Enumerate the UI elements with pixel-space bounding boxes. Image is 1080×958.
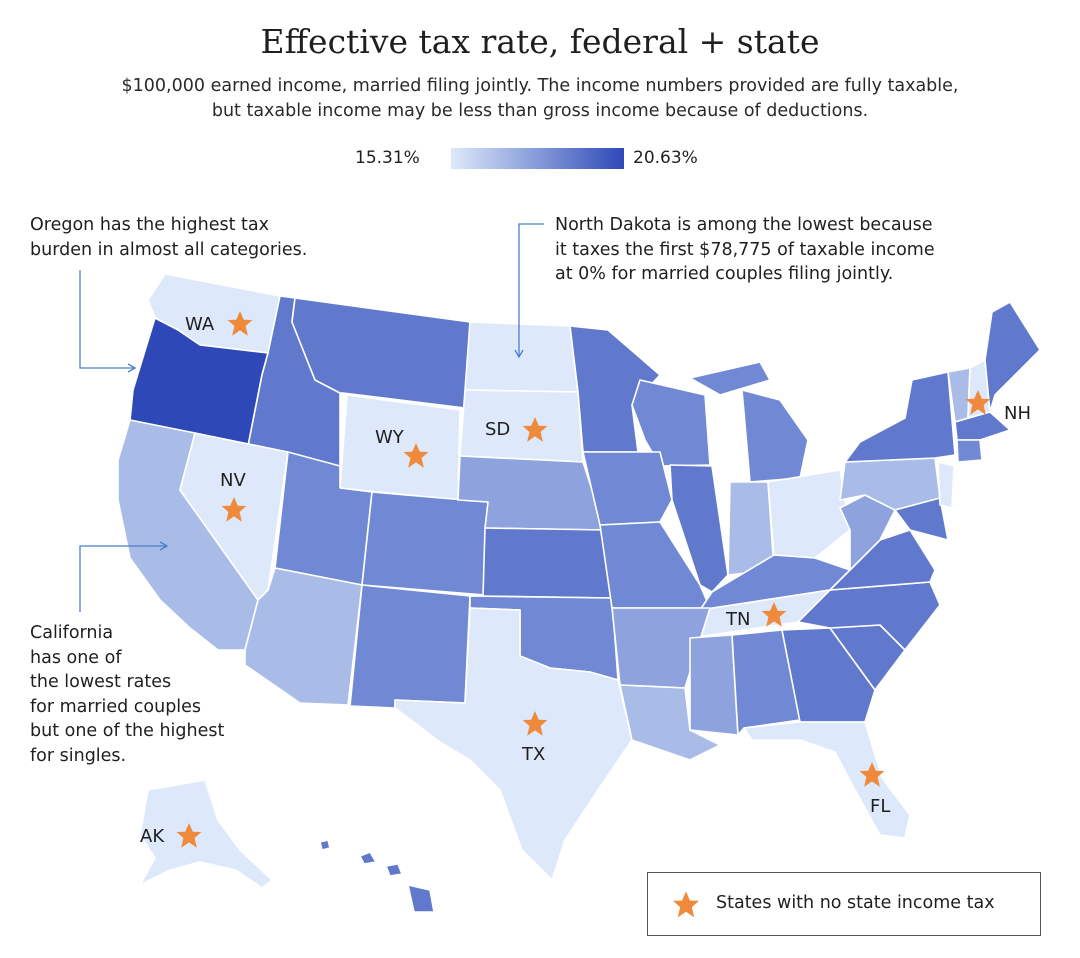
state-hawaii <box>319 839 435 913</box>
state-connecticut-ri <box>956 439 983 463</box>
state-louisiana <box>619 684 721 761</box>
color-scale-bar <box>451 148 624 169</box>
subtitle-line-2: but taxable income may be less than gros… <box>211 101 869 121</box>
state-virginia <box>829 529 936 591</box>
state-alabama <box>731 629 801 736</box>
scale-min-label: 15.31% <box>355 148 420 168</box>
state-new-jersey <box>937 461 955 509</box>
state-alaska <box>139 779 273 889</box>
california-note-line: for singles. <box>30 745 127 766</box>
california-note-line: for married couples <box>30 696 202 717</box>
label-fl: FL <box>870 796 890 817</box>
label-tx: TX <box>521 744 545 765</box>
legend-star-icon <box>672 891 700 918</box>
state-new-york <box>844 371 956 463</box>
california-note-line: but one of the highest <box>30 721 225 741</box>
state-maryland-delaware <box>894 497 949 541</box>
state-florida <box>743 721 911 839</box>
state-south-dakota <box>459 389 584 463</box>
state-colorado <box>361 491 489 596</box>
state-north-dakota <box>464 321 579 393</box>
state-ohio <box>767 469 851 559</box>
state-georgia <box>781 627 876 723</box>
california-note-line: has one of <box>30 647 122 668</box>
oregon-note-line: Oregon has the highest tax <box>30 215 270 235</box>
state-missouri <box>599 521 711 609</box>
north-dakota-note-line: it taxes the first $78,775 of taxable in… <box>555 239 935 260</box>
state-iowa <box>582 451 673 526</box>
legend-box: States with no state income tax <box>647 872 1041 936</box>
label-sd: SD <box>485 419 510 440</box>
label-wy: WY <box>375 427 405 448</box>
map-subtitle: $100,000 earned income, married filing j… <box>60 74 1020 124</box>
oregon-callout-arrow <box>79 270 137 373</box>
label-wa: WA <box>185 314 215 335</box>
north-dakota-callout-arrow <box>514 223 544 359</box>
label-nv: NV <box>220 470 246 491</box>
label-tn: TN <box>725 609 750 630</box>
north-dakota-note-line: North Dakota is among the lowest because <box>555 215 933 235</box>
subtitle-line-1: $100,000 earned income, married filing j… <box>121 76 959 96</box>
state-mississippi <box>689 634 739 736</box>
map-title: Effective tax rate, federal + state <box>260 22 820 61</box>
label-nh: NH <box>1004 403 1031 424</box>
oregon-note-line: burden in almost all categories. <box>30 239 308 260</box>
state-new-mexico <box>349 584 471 709</box>
california-note-line: California <box>30 623 114 643</box>
north-dakota-note-line: at 0% for married couples filing jointly… <box>555 264 894 284</box>
state-maine <box>984 301 1041 413</box>
state-kansas <box>482 527 613 599</box>
oregon-note: Oregon has the highest tax burden in alm… <box>30 213 307 262</box>
california-callout-arrow <box>79 541 169 612</box>
label-ak: AK <box>140 826 165 847</box>
state-minnesota <box>569 325 661 453</box>
state-texas <box>394 607 633 881</box>
legend-label: States with no state income tax <box>716 893 995 913</box>
scale-max-label: 20.63% <box>633 148 698 168</box>
california-note: California has one of the lowest rates f… <box>30 621 224 768</box>
california-note-line: the lowest rates <box>30 672 172 692</box>
north-dakota-note: North Dakota is among the lowest because… <box>555 213 935 287</box>
state-michigan <box>689 361 809 483</box>
